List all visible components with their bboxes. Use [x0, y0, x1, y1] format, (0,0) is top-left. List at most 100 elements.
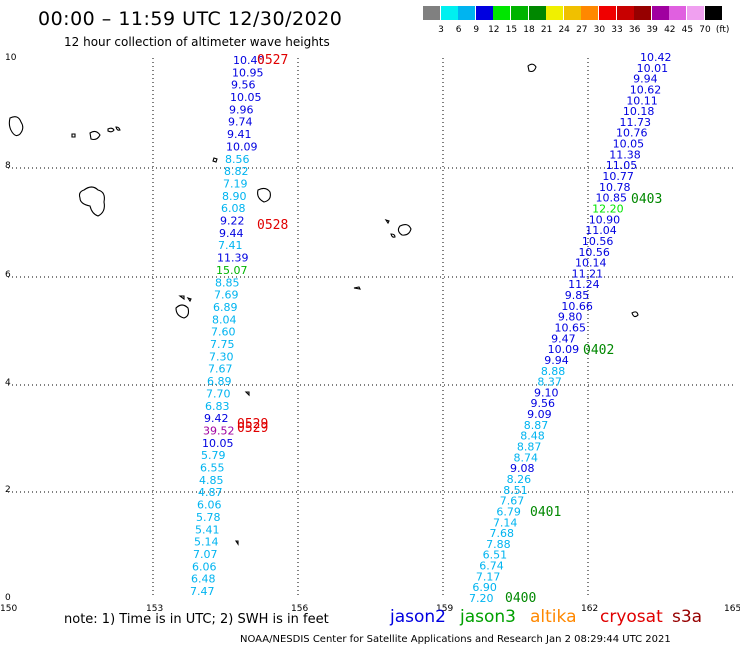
island-shape	[384, 218, 390, 225]
lat-tick-label: 0	[5, 593, 11, 603]
wave-height-value: 5.78	[196, 511, 221, 524]
color-scale-label: 12	[488, 25, 500, 35]
lon-tick-label: 159	[436, 604, 453, 614]
wave-height-value: 4.87	[198, 486, 223, 499]
wave-height-value: 9.47	[551, 332, 576, 345]
wave-height-value: 10.01	[637, 62, 669, 75]
wave-height-value: 11.24	[568, 278, 600, 291]
wave-height-value: 10.95	[232, 66, 264, 79]
wave-height-value: 9.22	[220, 215, 245, 228]
island-shape	[631, 311, 639, 318]
color-scale-label: 21	[540, 25, 553, 35]
coastlines	[8, 63, 639, 546]
island-shape	[175, 304, 190, 319]
color-swatch	[440, 6, 458, 20]
wave-height-value: 10.76	[616, 127, 648, 140]
lon-tick-label: 162	[581, 604, 598, 614]
island-shape	[244, 391, 250, 397]
satellite-name: s3a	[672, 607, 703, 627]
wave-height-value: 8.51	[503, 484, 528, 497]
island-shape	[527, 63, 537, 73]
track-right: 10.4210.019.9410.6210.1110.1811.7310.761…	[469, 51, 672, 605]
wave-height-value: 6.79	[496, 505, 521, 518]
lat-tick-label: 2	[5, 485, 11, 495]
latitude-ticks: 10 8 6 4 2 0	[5, 53, 17, 603]
color-scale-label: 27	[576, 25, 588, 35]
wave-height-value: 8.87	[524, 419, 549, 432]
wave-height-value: 7.17	[476, 570, 501, 583]
wave-height-value: 7.88	[486, 538, 511, 551]
wave-height-value: 39.52	[203, 424, 235, 437]
wave-height-value: 6.51	[483, 549, 508, 562]
color-scale-label: 39	[646, 25, 658, 35]
wave-height-value: 7.70	[206, 387, 231, 400]
island-shape	[89, 130, 101, 141]
wave-height-value: 8.04	[212, 313, 237, 326]
pass-time-label: 0529	[237, 421, 268, 436]
island-shape	[212, 157, 218, 163]
wave-height-value: 9.94	[544, 354, 569, 367]
color-swatch	[493, 6, 511, 20]
lon-tick-label: 153	[146, 604, 163, 614]
wave-height-value: 8.26	[507, 473, 532, 486]
wave-height-value: 9.42	[204, 412, 229, 425]
wave-height-value: 10.42	[640, 51, 672, 64]
wave-height-value: 8.87	[517, 441, 542, 454]
wave-height-value: 10.90	[589, 213, 621, 226]
satellite-name: jason3	[460, 607, 516, 627]
color-swatch	[563, 6, 581, 20]
wave-height-value: 8.90	[222, 190, 247, 203]
wave-height-value: 11.38	[609, 148, 641, 161]
longitude-ticks: 150 153 156 159 162 165	[0, 604, 740, 614]
wave-height-value: 10.65	[555, 322, 587, 335]
footer-credit: NOAA/NESDIS Center for Satellite Applica…	[240, 634, 671, 645]
wave-height-value: 9.41	[227, 128, 252, 141]
lon-tick-label: 165	[724, 604, 740, 614]
wave-height-value: 4.85	[199, 474, 224, 487]
wave-height-value: 11.21	[572, 267, 604, 280]
wave-height-value: 11.73	[619, 116, 651, 129]
wave-height-value: 10.09	[226, 140, 258, 153]
pass-time-label: 0400	[505, 591, 536, 606]
wave-height-value: 7.07	[193, 548, 218, 561]
wave-height-value: 12.20	[592, 202, 624, 215]
lat-tick-label: 4	[5, 378, 11, 388]
wave-height-value: 8.56	[225, 153, 250, 166]
wave-height-value: 10.78	[599, 181, 631, 194]
island-shape	[390, 233, 396, 238]
color-scale-label: 18	[523, 25, 535, 35]
wave-height-value: 10.05	[613, 138, 645, 151]
wave-height-value: 8.88	[541, 365, 566, 378]
color-swatch	[704, 6, 722, 20]
wave-height-value: 10.62	[630, 83, 662, 96]
color-scale-label: 24	[558, 25, 570, 35]
island-shape	[115, 126, 121, 131]
color-scale-label: 9	[473, 25, 480, 35]
wave-height-value: 6.90	[472, 581, 497, 594]
footer-note: note: 1) Time is in UTC; 2) SWH is in fe…	[64, 612, 329, 627]
wave-height-value: 10.56	[578, 246, 610, 259]
color-swatch	[423, 6, 440, 20]
lat-tick-label: 10	[5, 53, 17, 63]
wave-height-value: 7.14	[493, 516, 518, 529]
wave-height-value: 9.56	[231, 79, 256, 92]
wave-height-value: 9.10	[534, 386, 559, 399]
wave-height-value: 9.44	[219, 227, 244, 240]
wave-height-value: 9.74	[228, 116, 253, 129]
color-swatch	[616, 6, 634, 20]
wave-height-value: 10.66	[561, 300, 593, 313]
island-shape	[397, 223, 412, 236]
color-scale-label: 33	[611, 25, 623, 35]
wave-height-value: 15.07	[216, 264, 248, 277]
color-swatch	[458, 6, 476, 20]
wave-height-value: 9.94	[633, 73, 658, 86]
chart-title: 00:00 – 11:59 UTC 12/30/2020	[38, 8, 343, 30]
wave-height-value: 5.14	[194, 536, 219, 549]
island-shape	[8, 116, 24, 137]
wave-height-value: 10.05	[230, 91, 262, 104]
wave-height-value: 10.18	[623, 105, 655, 118]
pass-time-label: 0402	[583, 343, 614, 358]
chart-subtitle: 12 hour collection of altimeter wave hei…	[64, 35, 330, 49]
wave-height-value: 7.68	[490, 527, 515, 540]
